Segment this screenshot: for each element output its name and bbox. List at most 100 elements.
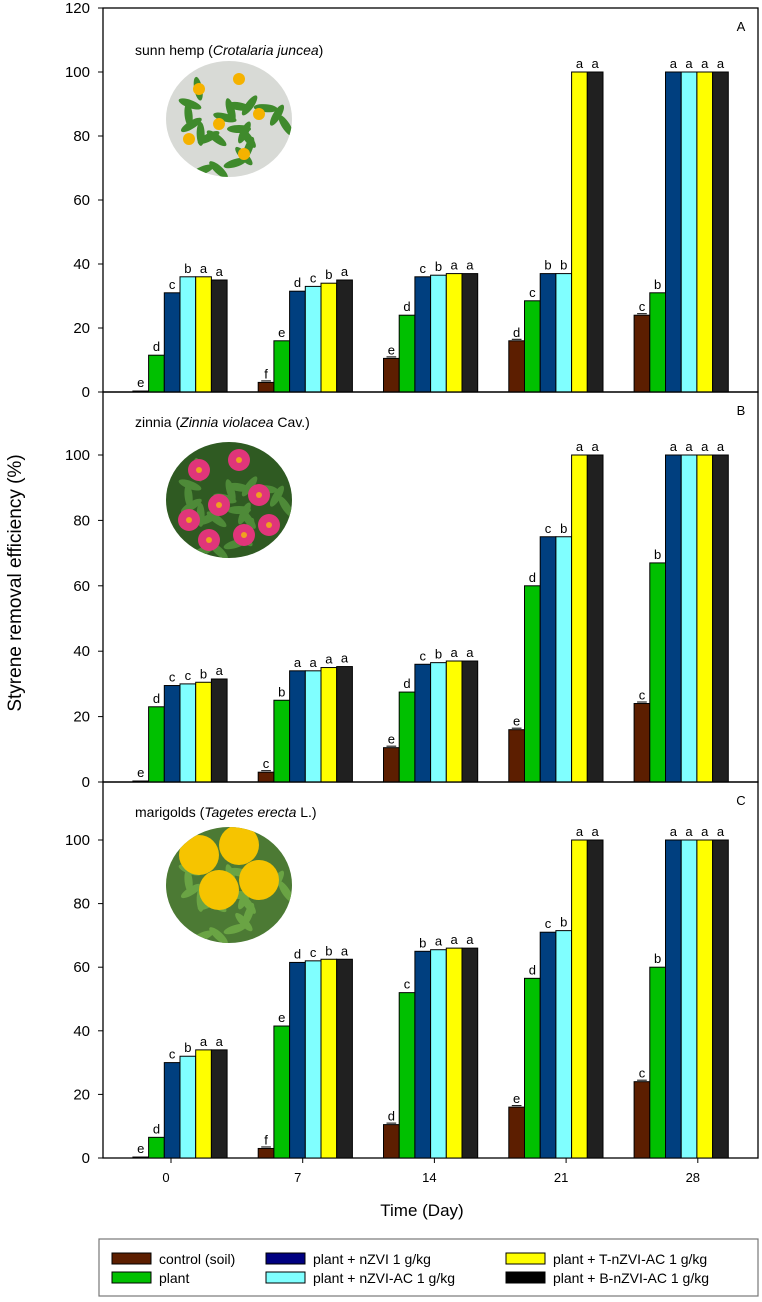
bar-group-day-0: edc c b a [132,663,228,783]
significance-letter: b [654,951,661,966]
significance-letter: a [670,824,678,839]
significance-letter: a [216,264,224,279]
significance-letter: b [184,261,191,276]
bar [680,71,698,393]
significance-letter: b [184,1040,191,1055]
significance-letter: b [325,267,332,282]
bar [571,71,588,393]
significance-letter: a [717,56,725,71]
bar [210,1049,228,1159]
y-tick-label: 20 [73,709,90,726]
bar [461,660,479,783]
significance-letter: a [466,258,474,273]
bar [210,279,228,393]
bar [273,340,291,393]
significance-letter: d [388,1109,395,1124]
bar [430,949,447,1159]
bar-group-day-21: dcb ba a [508,56,604,393]
bar [132,1156,150,1159]
x-tick-label: 21 [554,1170,568,1185]
bar [163,1062,181,1159]
significance-letter: a [310,655,318,670]
y-tick-label: 20 [73,1086,90,1103]
significance-letter: b [654,277,661,292]
significance-letter: b [654,547,661,562]
bar [163,292,181,393]
y-tick-label: 0 [82,774,90,791]
y-tick-label: 20 [73,320,90,337]
y-axis-title: Styrene removal efficiency (%) [5,454,26,711]
significance-letter: c [185,668,192,683]
y-tick-label: 80 [73,512,90,529]
bar [539,931,557,1159]
panel-label: B [737,403,746,418]
bar [383,357,400,393]
y-tick-label: 80 [73,896,90,913]
significance-letter: e [513,714,520,729]
bar [430,662,447,783]
significance-letter: c [169,1047,176,1062]
significance-letter: b [278,684,285,699]
bar [555,273,573,393]
significance-letter: c [420,261,427,276]
bar-group-day-14: edc b a a [383,645,479,783]
bar-group-day-14: dcb a a a [383,932,479,1159]
x-axis-title: Time (Day) [380,1201,463,1220]
bar [179,683,197,783]
significance-letter: d [294,946,301,961]
bar [524,300,541,393]
significance-letter: c [169,277,176,292]
bar [195,276,212,393]
legend-label: plant + T-nZVI-AC 1 g/kg [553,1251,707,1267]
bar [289,290,306,393]
significance-letter: d [153,691,160,706]
legend-label: plant [159,1270,189,1286]
bar [179,1055,197,1159]
bar [148,1136,165,1159]
bar [524,585,541,783]
significance-letter: a [592,56,600,71]
significance-letter: a [451,258,459,273]
panel-label: C [736,793,745,808]
legend-item: plant + B-nZVI-AC 1 g/kg [505,1270,709,1286]
significance-letter: c [639,688,646,703]
significance-letter: a [717,439,725,454]
significance-letter: a [701,439,709,454]
significance-letter: d [403,299,410,314]
legend-swatch [505,1252,546,1265]
legend-item: plant + T-nZVI-AC 1 g/kg [505,1251,707,1267]
bar [696,839,714,1159]
legend-swatch [111,1271,152,1284]
bar [508,729,525,783]
significance-letter: a [341,651,349,666]
y-tick-label: 60 [73,578,90,595]
significance-letter: b [435,259,442,274]
significance-letter: c [404,977,411,992]
bar [445,273,463,393]
bar [273,699,291,783]
bar [336,666,353,783]
significance-letter: c [545,521,552,536]
significance-letter: a [200,261,208,276]
legend: control (soil) plant plant + nZVI 1 g/kg pl… [98,1238,759,1297]
bar [508,340,525,393]
significance-letter: f [264,1132,268,1147]
significance-letter: a [216,1034,224,1049]
bar [649,562,666,783]
legend-item: control (soil) [111,1251,235,1267]
significance-letter: a [685,824,693,839]
bar [445,660,463,783]
bar [289,670,306,783]
bar [633,314,651,393]
bar [398,691,416,783]
bar [195,1049,212,1159]
significance-letter: a [466,932,474,947]
significance-letter: a [576,56,584,71]
significance-letter: a [576,439,584,454]
bar [320,667,338,783]
significance-letter: a [200,1034,208,1049]
y-tick-label: 0 [82,1150,90,1167]
